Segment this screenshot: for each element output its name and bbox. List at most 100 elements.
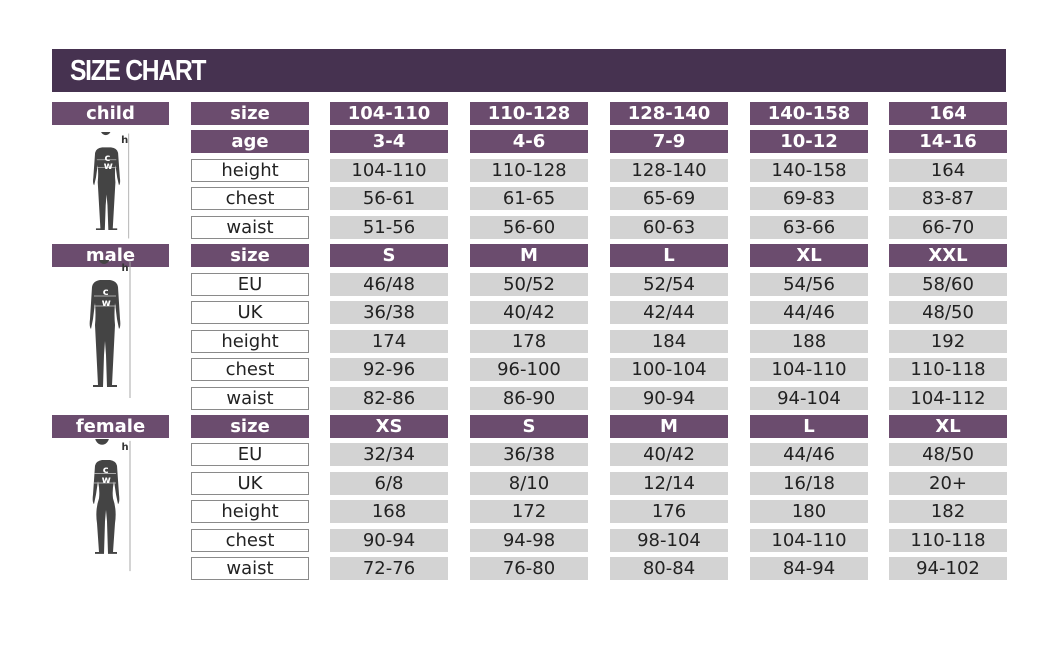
- size-cell: 42/44: [610, 301, 728, 325]
- size-cell: 36/38: [470, 443, 588, 467]
- size-cell: 96-100: [470, 358, 588, 382]
- row-label-chest: chest: [191, 528, 309, 552]
- row-label-uk: UK: [191, 301, 309, 325]
- page-title: SIZE CHART: [70, 55, 206, 87]
- size-cell: 128-140: [610, 158, 728, 182]
- size-cell: 6/8: [330, 471, 448, 495]
- figure-label-chest: c: [104, 152, 111, 164]
- size-cell: M: [470, 244, 588, 268]
- figure-label-waist: w: [101, 475, 111, 487]
- size-cell: 51-56: [330, 215, 448, 239]
- size-cell: 84-94: [750, 557, 868, 581]
- size-cell: 104-110: [750, 528, 868, 552]
- row-label-waist: waist: [191, 386, 309, 410]
- body-silhouette: [92, 438, 120, 554]
- size-cell: 180: [750, 500, 868, 524]
- size-cell: 40/42: [610, 443, 728, 467]
- size-cell: XXL: [889, 244, 1007, 268]
- size-cell: 66-70: [889, 215, 1007, 239]
- size-cell: M: [610, 414, 728, 438]
- size-cell: 86-90: [470, 386, 588, 410]
- body-silhouette: [93, 132, 121, 230]
- size-cell: 188: [750, 329, 868, 353]
- title-bar: SIZE CHART: [52, 49, 1006, 92]
- size-cell: 20+: [889, 471, 1007, 495]
- row-label-chest: chest: [191, 187, 309, 211]
- size-cell: 164: [889, 158, 1007, 182]
- size-cell: 176: [610, 500, 728, 524]
- size-cell: 52/54: [610, 272, 728, 296]
- row-label-waist: waist: [191, 557, 309, 581]
- female-silhouette-icon: [92, 438, 131, 572]
- size-cell: 14-16: [889, 130, 1007, 154]
- size-cell: 69-83: [750, 187, 868, 211]
- row-label-height: height: [191, 329, 309, 353]
- size-cell: 104-110: [330, 102, 448, 125]
- size-cell: 60-63: [610, 215, 728, 239]
- figure-label-waist: w: [103, 161, 113, 173]
- size-cell: 54/56: [750, 272, 868, 296]
- size-cell: 140-158: [750, 102, 868, 125]
- row-label-eu: EU: [191, 443, 309, 467]
- size-cell: 90-94: [610, 386, 728, 410]
- size-cell: 172: [470, 500, 588, 524]
- figure-label-chest: c: [102, 464, 109, 476]
- size-cell: 104-112: [889, 386, 1007, 410]
- size-cell: 76-80: [470, 557, 588, 581]
- figure-label-waist: w: [101, 298, 111, 310]
- row-label-height: height: [191, 158, 309, 182]
- male-silhouette-icon: [89, 260, 131, 399]
- size-cell: 98-104: [610, 528, 728, 552]
- size-cell: 48/50: [889, 443, 1007, 467]
- size-cell: 104-110: [330, 158, 448, 182]
- size-cell: 40/42: [470, 301, 588, 325]
- size-cell: 50/52: [470, 272, 588, 296]
- row-label-size: size: [191, 244, 309, 268]
- size-cell: 94-98: [470, 528, 588, 552]
- size-cell: 8/10: [470, 471, 588, 495]
- size-cell: 104-110: [750, 358, 868, 382]
- row-label-eu: EU: [191, 272, 309, 296]
- size-cell: 56-61: [330, 187, 448, 211]
- size-cell: 174: [330, 329, 448, 353]
- size-cell: 178: [470, 329, 588, 353]
- size-cell: 12/14: [610, 471, 728, 495]
- size-cell: 128-140: [610, 102, 728, 125]
- size-cell: 94-102: [889, 557, 1007, 581]
- size-cell: 56-60: [470, 215, 588, 239]
- figure-label-height: h: [121, 441, 129, 453]
- size-cell: 4-6: [470, 130, 588, 154]
- row-label-height: height: [191, 500, 309, 524]
- size-cell: L: [750, 414, 868, 438]
- size-cell: 16/18: [750, 471, 868, 495]
- size-cell: L: [610, 244, 728, 268]
- size-cell: 92-96: [330, 358, 448, 382]
- size-cell: XL: [889, 414, 1007, 438]
- size-cell: 82-86: [330, 386, 448, 410]
- size-cell: 44/46: [750, 301, 868, 325]
- size-cell: 63-66: [750, 215, 868, 239]
- section-label-female: female: [52, 414, 169, 438]
- size-cell: 61-65: [470, 187, 588, 211]
- size-cell: 192: [889, 329, 1007, 353]
- size-cell: 7-9: [610, 130, 728, 154]
- size-cell: 164: [889, 102, 1007, 125]
- size-cell: 65-69: [610, 187, 728, 211]
- size-cell: 182: [889, 500, 1007, 524]
- size-cell: 32/34: [330, 443, 448, 467]
- row-label-age: age: [191, 130, 309, 154]
- size-cell: 46/48: [330, 272, 448, 296]
- size-cell: 36/38: [330, 301, 448, 325]
- size-cell: 83-87: [889, 187, 1007, 211]
- size-cell: S: [330, 244, 448, 268]
- row-label-waist: waist: [191, 215, 309, 239]
- size-cell: 110-118: [889, 358, 1007, 382]
- size-cell: 100-104: [610, 358, 728, 382]
- figure-label-chest: c: [102, 287, 109, 299]
- section-label-child: child: [52, 102, 169, 125]
- size-cell: 58/60: [889, 272, 1007, 296]
- size-cell: 110-118: [889, 528, 1007, 552]
- figure-label-height: h: [121, 135, 129, 146]
- row-label-chest: chest: [191, 358, 309, 382]
- child-silhouette-icon: [93, 132, 130, 239]
